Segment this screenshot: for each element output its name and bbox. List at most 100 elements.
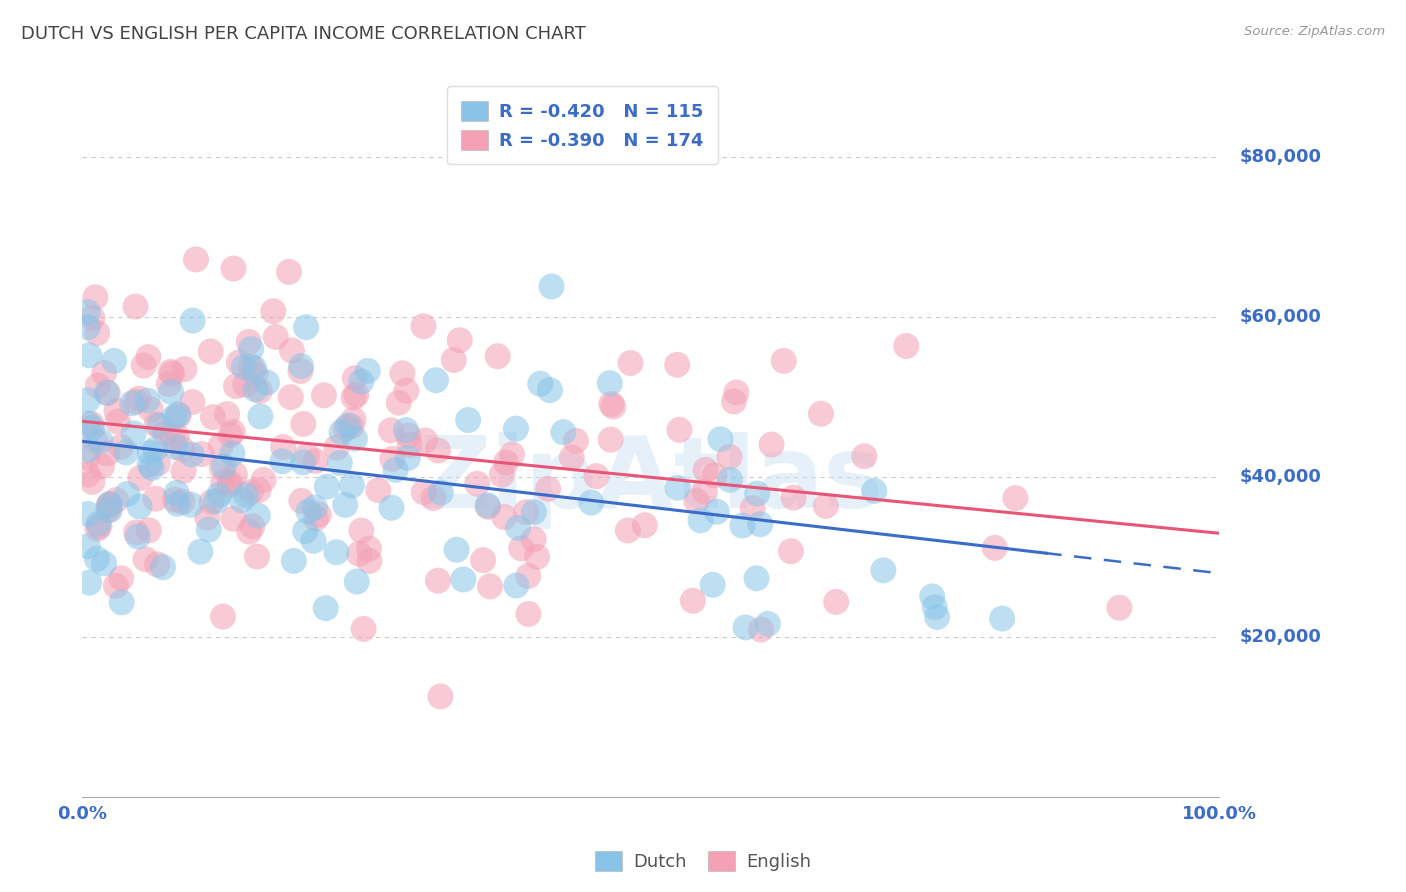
Point [84, 290, 107, 304]
Point [173, 464, 195, 478]
Point [425, 373, 447, 387]
Point [163, 410, 186, 425]
Point [501, 448, 523, 462]
Point [863, 483, 886, 498]
Point [465, 476, 488, 491]
Text: $60,000: $60,000 [1240, 309, 1322, 326]
Point [89, 519, 111, 533]
Point [98, 497, 121, 511]
Point [97, 386, 120, 401]
Point [105, 493, 128, 508]
Point [128, 500, 150, 514]
Point [924, 600, 946, 615]
Legend: Dutch, English: Dutch, English [588, 844, 818, 879]
Point [703, 468, 725, 483]
Point [139, 402, 162, 417]
Point [927, 610, 949, 624]
Point [122, 426, 145, 441]
Point [138, 350, 160, 364]
Point [422, 491, 444, 505]
Point [243, 361, 266, 376]
Point [264, 330, 287, 344]
Point [152, 560, 174, 574]
Point [222, 512, 245, 526]
Point [222, 261, 245, 276]
Point [517, 569, 540, 583]
Point [76, 467, 98, 482]
Point [76, 539, 98, 553]
Point [359, 554, 381, 568]
Text: $80,000: $80,000 [1240, 148, 1322, 167]
Point [98, 503, 121, 517]
Point [271, 440, 294, 454]
Point [184, 252, 207, 267]
Point [523, 533, 546, 547]
Point [772, 354, 794, 368]
Point [96, 385, 118, 400]
Point [121, 396, 143, 410]
Point [239, 485, 262, 500]
Point [380, 500, 402, 515]
Point [396, 450, 419, 465]
Point [146, 457, 169, 471]
Point [246, 508, 269, 523]
Point [283, 554, 305, 568]
Point [290, 364, 312, 378]
Point [211, 460, 233, 475]
Point [200, 344, 222, 359]
Point [340, 478, 363, 492]
Point [155, 426, 177, 441]
Point [82, 310, 104, 325]
Point [315, 601, 337, 615]
Point [97, 503, 120, 517]
Point [538, 383, 561, 397]
Point [295, 449, 318, 463]
Point [294, 524, 316, 538]
Point [749, 623, 772, 637]
Point [782, 491, 804, 505]
Point [271, 454, 294, 468]
Point [517, 607, 540, 621]
Point [195, 510, 218, 524]
Point [429, 690, 451, 704]
Point [86, 551, 108, 566]
Text: $40,000: $40,000 [1240, 468, 1322, 486]
Point [172, 495, 194, 509]
Point [98, 497, 121, 511]
Point [342, 390, 364, 404]
Point [107, 414, 129, 428]
Point [984, 541, 1007, 555]
Point [238, 334, 260, 349]
Point [337, 418, 360, 433]
Point [198, 523, 221, 537]
Point [581, 495, 603, 509]
Point [232, 359, 254, 374]
Point [247, 483, 270, 497]
Point [585, 469, 607, 483]
Point [139, 446, 162, 460]
Point [290, 494, 312, 508]
Point [353, 622, 375, 636]
Point [814, 499, 837, 513]
Point [718, 473, 741, 487]
Point [132, 359, 155, 373]
Point [619, 356, 641, 370]
Point [124, 300, 146, 314]
Point [104, 579, 127, 593]
Point [599, 376, 621, 391]
Point [685, 493, 707, 508]
Point [290, 359, 312, 373]
Point [853, 450, 876, 464]
Point [443, 353, 465, 368]
Point [246, 549, 269, 564]
Point [136, 393, 159, 408]
Text: Source: ZipAtlas.com: Source: ZipAtlas.com [1244, 25, 1385, 38]
Point [127, 529, 149, 543]
Point [238, 524, 260, 539]
Point [523, 505, 546, 519]
Point [228, 356, 250, 370]
Point [76, 450, 98, 465]
Point [430, 485, 453, 500]
Point [167, 409, 190, 423]
Point [350, 375, 373, 389]
